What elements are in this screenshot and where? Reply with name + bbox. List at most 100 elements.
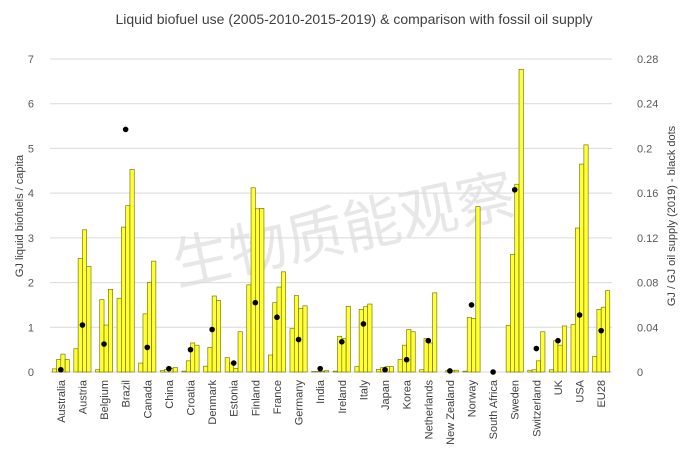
oil-ratio-dot — [230, 360, 237, 366]
category-label: EU28 — [596, 380, 608, 408]
category-label: Ireland — [337, 380, 349, 414]
y-tick-label: 4 — [28, 188, 34, 200]
left-axis-ticks: 0 1 2 3 4 5 6 7 — [28, 54, 34, 379]
oil-ratio-dot — [360, 321, 367, 327]
y-tick-label: 2 — [28, 278, 34, 290]
bar-2005 — [51, 368, 57, 373]
bar-2005 — [592, 356, 598, 373]
watermark: 生物质能观察 — [166, 161, 521, 300]
category-label: Japan — [380, 380, 392, 410]
category-label: Australia — [56, 379, 68, 423]
chart-title: Liquid biofuel use (2005-2010-2015-2019)… — [115, 11, 592, 27]
bar-2010 — [250, 187, 256, 373]
y-tick-label: 5 — [28, 143, 34, 155]
oil-ratio-dot — [511, 186, 518, 193]
bar-2010 — [99, 299, 105, 373]
bar-2010 — [293, 295, 299, 373]
category-labels: Australia Austria Belgium Brazil Canada China… — [56, 379, 608, 445]
y2-tick-label: 0.2 — [637, 143, 652, 155]
category-label: Croatia — [186, 379, 198, 415]
category-label: Korea — [402, 379, 414, 409]
bar-2015 — [600, 306, 606, 373]
oil-ratio-dot — [209, 326, 215, 333]
bar-2005 — [181, 370, 187, 373]
bar-2019 — [151, 260, 157, 373]
bar-2005 — [462, 370, 468, 373]
bar-2005 — [268, 354, 273, 373]
bar-2005 — [527, 369, 533, 373]
bar-2005 — [397, 359, 403, 373]
y2-tick-label: 0.12 — [637, 233, 658, 245]
bar-2019 — [194, 344, 200, 373]
y2-tick-label: 0.16 — [637, 188, 658, 200]
bar-2010 — [423, 338, 429, 373]
bar-2015 — [363, 306, 369, 373]
bar-2010 — [121, 226, 126, 373]
oil-ratio-dot — [382, 366, 388, 373]
category-label: Italy — [358, 380, 370, 401]
y-axis-title: GJ liquid biofuels / capita — [14, 154, 26, 277]
y-tick-label: 0 — [28, 367, 34, 379]
bar-2015 — [536, 360, 541, 373]
bar-2005 — [332, 370, 338, 373]
bar-2019 — [367, 303, 373, 373]
bar-2005 — [505, 325, 511, 373]
oil-ratio-dot — [79, 322, 86, 328]
bar-2005 — [549, 369, 554, 373]
bar-2019 — [432, 292, 438, 373]
bar-2010 — [358, 309, 364, 373]
bar-2019 — [129, 169, 135, 373]
bar-2010 — [531, 369, 537, 373]
category-label: Austria — [77, 379, 89, 414]
oil-ratio-dot — [576, 312, 583, 318]
bar-2019 — [453, 369, 459, 373]
y2-axis-title: GJ / GJ oil supply (2019) - black dots — [666, 125, 678, 306]
bar-2019 — [475, 206, 481, 373]
bar-2015 — [233, 368, 239, 373]
bar-2005 — [419, 369, 425, 373]
category-label: Switzerland — [531, 380, 543, 437]
category-label: Estonia — [229, 379, 241, 417]
bar-2015 — [276, 286, 282, 373]
bar-2015 — [406, 329, 412, 373]
y-tick-label: 6 — [28, 99, 34, 111]
category-label: South Africa — [488, 379, 500, 439]
bar-2015 — [146, 282, 152, 373]
bar-2019 — [237, 331, 243, 373]
oil-ratio-dot — [317, 365, 323, 372]
category-label: UK — [553, 379, 565, 395]
bar-2010 — [142, 313, 148, 373]
bar-2005 — [224, 357, 230, 373]
category-label: Brazil — [121, 380, 133, 408]
category-label: France — [272, 380, 284, 414]
y2-tick-label: 0.08 — [637, 278, 658, 290]
dots — [58, 126, 604, 375]
category-label: Belgium — [99, 380, 111, 420]
bar-2010 — [466, 317, 472, 373]
bar-2019 — [172, 367, 178, 373]
bar-2015 — [514, 183, 520, 373]
bar-2010 — [77, 258, 83, 373]
bar-2015 — [125, 205, 131, 373]
bar-2019 — [64, 359, 70, 373]
bar-2005 — [354, 366, 360, 373]
bar-2015 — [255, 208, 260, 373]
oil-ratio-dot — [144, 344, 151, 351]
oil-ratio-dot — [447, 368, 453, 374]
oil-ratio-dot — [468, 302, 475, 308]
category-label: USA — [575, 379, 587, 402]
category-label: Canada — [142, 379, 154, 418]
category-label: Germany — [294, 380, 306, 426]
y-tick-label: 1 — [28, 322, 34, 334]
bar-2010 — [185, 360, 191, 373]
bar-2015 — [82, 229, 88, 373]
bar-2019 — [345, 305, 351, 373]
oil-ratio-dot — [533, 345, 540, 352]
bar-2015 — [471, 318, 477, 373]
bar-2015 — [427, 342, 433, 373]
bar-2019 — [302, 305, 308, 373]
category-label: New Zealand — [445, 380, 457, 445]
bar-2010 — [553, 340, 559, 373]
category-label: Finland — [250, 380, 262, 416]
